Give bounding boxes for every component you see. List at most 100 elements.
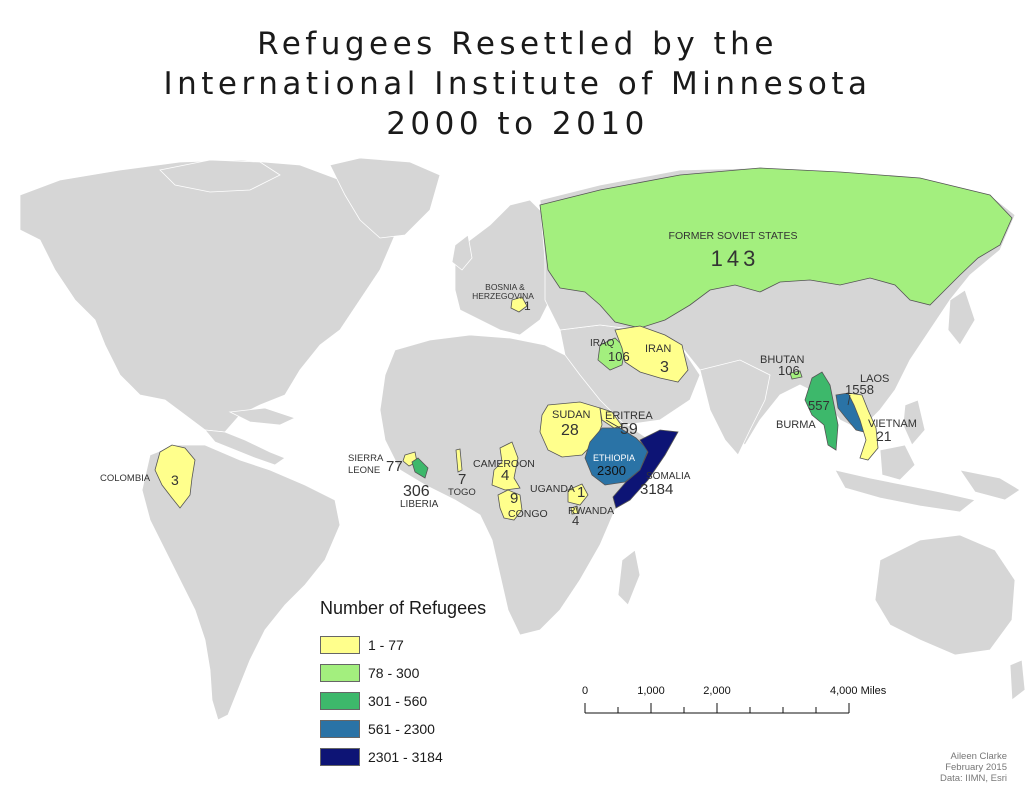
- land-borneo: [879, 444, 916, 481]
- legend-swatch: [320, 664, 360, 682]
- region-uganda: [567, 483, 589, 506]
- label-iran: IRAN: [645, 343, 671, 355]
- label-bhutan: BHUTAN: [760, 354, 804, 366]
- scale-bar-line: [584, 703, 850, 714]
- legend-swatch: [320, 692, 360, 710]
- eritrea-leader: [605, 419, 621, 429]
- land-madagascar: [617, 549, 641, 606]
- value-liberia: 306: [403, 483, 430, 500]
- value-togo: 7: [458, 471, 466, 488]
- region-bhutan: [789, 370, 803, 380]
- value-rwanda: 4: [572, 513, 579, 528]
- land-north-america: [19, 159, 421, 433]
- label-sierra-leone-1: SIERRA: [348, 453, 384, 464]
- land-new-guinea: [959, 469, 1021, 501]
- legend-swatch: [320, 720, 360, 738]
- region-sudan: [539, 401, 603, 458]
- region-congo: [497, 489, 523, 521]
- label-burma: BURMA: [776, 419, 816, 431]
- label-liberia: LIBERIA: [400, 499, 439, 510]
- label-sudan: SUDAN: [552, 409, 591, 421]
- scale-tick-0: 0: [582, 685, 588, 697]
- laos-leader: [847, 394, 851, 406]
- value-somalia: 3184: [640, 481, 673, 498]
- credit-date: February 2015: [945, 762, 1007, 773]
- value-iran: 3: [660, 359, 669, 376]
- legend-label: 2301 - 3184: [368, 749, 443, 765]
- map-title-line-3: 2000 to 2010: [386, 106, 649, 142]
- legend-label: 1 - 77: [368, 637, 404, 653]
- label-former-soviet: FORMER SOVIET STATES: [669, 230, 798, 242]
- label-congo: CONGO: [508, 508, 548, 520]
- legend: Number of Refugees 1 - 77 78 - 300 301 -…: [320, 598, 486, 771]
- label-bosnia-1: BOSNIA &: [485, 282, 525, 292]
- region-togo: [455, 448, 463, 473]
- region-somalia: [612, 429, 679, 509]
- value-uganda: 1: [577, 484, 585, 501]
- label-cameroon: CAMEROON: [473, 458, 535, 470]
- land-japan: [947, 289, 976, 346]
- region-vietnam: [847, 392, 879, 461]
- label-ethiopia: ETHIOPIA: [593, 453, 635, 463]
- legend-title: Number of Refugees: [320, 598, 487, 618]
- legend-row: 1 - 77: [320, 631, 486, 659]
- map-title: Refugees Resettled by the International …: [0, 24, 1035, 144]
- scale-tick-2000: 2,000: [703, 685, 731, 697]
- label-uganda: UGANDA: [530, 483, 575, 495]
- value-bosnia: 1: [524, 299, 531, 313]
- scale-tick-4000: 4,000 Miles: [830, 685, 887, 697]
- land-australia: [874, 534, 1016, 656]
- land-philippines: [902, 399, 926, 446]
- label-iraq: IRAQ: [590, 338, 615, 349]
- credit-author: Aileen Clarke: [950, 751, 1008, 762]
- label-eritrea: ERITREA: [605, 410, 653, 422]
- region-cameroon: [491, 441, 521, 491]
- label-somalia: SOMALIA: [646, 471, 691, 482]
- region-burma: [804, 371, 839, 451]
- land-south-america: [141, 444, 341, 721]
- legend-row: 561 - 2300: [320, 715, 486, 743]
- highlighted-countries: [154, 167, 1013, 521]
- legend-row: 301 - 560: [320, 687, 486, 715]
- land-europe: [454, 199, 556, 336]
- value-cameroon: 4: [501, 467, 509, 484]
- region-liberia: [411, 457, 429, 479]
- value-former-soviet: 143: [711, 246, 760, 271]
- land-greenland: [329, 157, 441, 239]
- callout-lines: [605, 394, 851, 429]
- value-congo: 9: [510, 490, 518, 507]
- land-central-america: [204, 429, 286, 466]
- credit-source: Data: IIMN, Esri: [939, 773, 1007, 784]
- region-iran: [614, 325, 689, 383]
- label-togo: TOGO: [448, 487, 476, 498]
- land-arctic-islands: [159, 159, 281, 193]
- land-new-zealand: [1009, 659, 1026, 701]
- label-colombia: COLOMBIA: [100, 473, 151, 484]
- legend-swatch: [320, 636, 360, 654]
- value-sierra-leone: 77: [386, 458, 403, 475]
- land-india: [699, 359, 771, 456]
- land-caribbean: [228, 407, 297, 426]
- value-colombia: 3: [171, 472, 179, 488]
- region-colombia: [154, 444, 196, 509]
- value-sudan: 28: [561, 422, 579, 439]
- label-rwanda: RWANDA: [568, 505, 614, 517]
- value-laos: 1558: [845, 382, 874, 397]
- map-credits: Aileen Clarke February 2015 Data: IIMN, …: [940, 751, 1007, 784]
- legend-label: 78 - 300: [368, 665, 420, 681]
- value-eritrea: 59: [620, 421, 638, 438]
- label-bosnia-2: HERZEGOVINA: [472, 291, 534, 301]
- legend-row: 78 - 300: [320, 659, 486, 687]
- legend-row: 2301 - 3184: [320, 743, 486, 771]
- value-burma: 557: [808, 398, 830, 413]
- value-ethiopia: 2300: [597, 463, 626, 478]
- legend-label: 301 - 560: [368, 693, 428, 709]
- region-iraq: [597, 337, 626, 371]
- country-labels: FORMER SOVIET STATES 143 BOSNIA & HERZEG…: [100, 230, 917, 528]
- label-sierra-leone-2: LEONE: [348, 465, 380, 476]
- land-uk: [451, 234, 473, 271]
- label-vietnam: VIETNAM: [868, 418, 917, 430]
- legend-swatch: [320, 748, 360, 766]
- legend-label: 561 - 2300: [368, 721, 435, 737]
